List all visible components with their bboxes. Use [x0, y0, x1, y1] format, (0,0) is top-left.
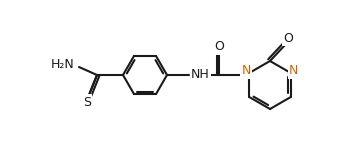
Text: N: N [241, 64, 251, 78]
Text: O: O [283, 32, 293, 45]
Text: O: O [214, 40, 224, 54]
Text: H₂N: H₂N [51, 58, 75, 72]
Text: NH: NH [191, 69, 210, 81]
Text: S: S [83, 96, 91, 108]
Text: N: N [289, 64, 299, 78]
